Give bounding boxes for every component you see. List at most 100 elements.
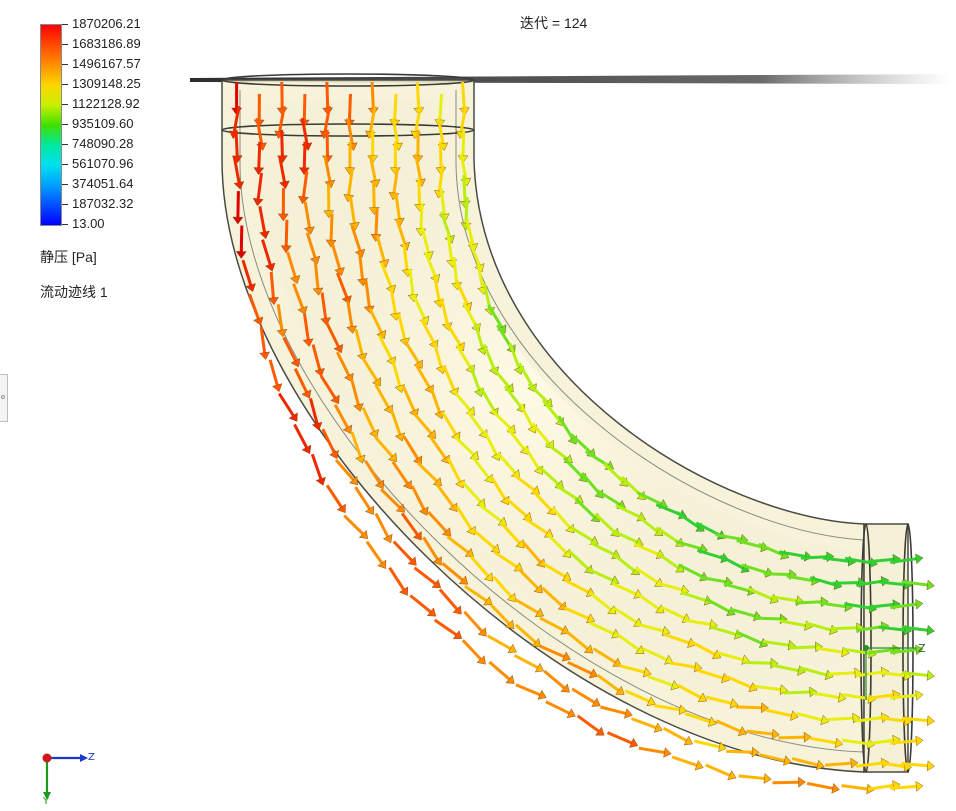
flow-arrow-shaft xyxy=(726,751,752,752)
flow-arrow-shaft xyxy=(421,203,422,229)
panel-collapse-handle[interactable] xyxy=(0,374,8,422)
legend-level-label: 561070.96 xyxy=(72,157,133,171)
legend-tick xyxy=(62,164,68,165)
flow-arrow-shaft xyxy=(825,763,851,765)
flow-arrow-shaft xyxy=(833,583,859,584)
flow-arrow-shaft xyxy=(515,655,538,667)
flow-arrow-shaft xyxy=(829,673,855,674)
flow-arrow-head xyxy=(832,783,840,793)
flow-arrow-head xyxy=(927,671,935,681)
flow-arrow-shaft xyxy=(790,647,816,648)
legend-tick xyxy=(62,64,68,65)
legend-level-label: 748090.28 xyxy=(72,137,133,151)
flow-arrow-shaft xyxy=(464,612,481,631)
flow-arrow-shaft xyxy=(376,513,388,536)
flow-arrow-shaft xyxy=(706,765,730,775)
triad-z-label: Z xyxy=(88,752,95,763)
flow-arrow-shaft xyxy=(395,94,396,120)
flow-arrow-head xyxy=(916,599,924,609)
flow-arrow-head xyxy=(927,716,934,726)
flow-arrow-head xyxy=(272,384,282,392)
flow-arrow-shaft xyxy=(374,182,375,208)
flow-arrow-shaft xyxy=(795,602,821,603)
flow-arrow-shaft xyxy=(632,719,656,728)
flow-arrow-head xyxy=(927,625,935,635)
legend-tick xyxy=(62,24,68,25)
flow-arrow-shaft xyxy=(463,82,465,108)
legend-tick xyxy=(62,204,68,205)
flow-arrow-head xyxy=(798,777,805,787)
flow-arrow-shaft xyxy=(463,640,481,659)
model-triad-z-label: Z xyxy=(918,642,926,655)
handle-dot-icon xyxy=(1,395,5,399)
flow-arrow-shaft xyxy=(327,82,328,108)
flow-arrow-shaft xyxy=(601,707,626,713)
flow-arrow-shaft xyxy=(304,142,305,168)
legend-level-label: 1683186.89 xyxy=(72,37,141,51)
flow-arrow-shaft xyxy=(344,516,363,534)
legend-tick xyxy=(62,144,68,145)
flow-arrow-shaft xyxy=(417,82,419,108)
legend-level-label: 1122128.92 xyxy=(72,97,140,111)
view-orientation-triad[interactable]: Z Y xyxy=(28,744,98,806)
flow-arrow-shaft xyxy=(827,718,853,720)
flow-arrow-shaft xyxy=(241,226,242,252)
flow-arrow-shaft xyxy=(754,618,780,619)
plot-name: 流动迹线 1 xyxy=(40,282,108,302)
flow-arrow-shaft xyxy=(608,733,632,743)
flow-arrow-head xyxy=(916,781,923,791)
legend-level-label: 374051.64 xyxy=(72,177,133,191)
iteration-label: 迭代 = 124 xyxy=(520,13,587,33)
legend-level-label: 1309148.25 xyxy=(72,77,141,91)
flow-arrow-shaft xyxy=(890,786,916,788)
flow-arrow-shaft xyxy=(236,130,237,156)
flow-arrow-shaft xyxy=(466,197,467,223)
triad-y-label: Y xyxy=(43,796,49,807)
flow-arrow-head xyxy=(664,748,672,758)
legend-level-label: 1870206.21 xyxy=(72,17,141,31)
flow-arrow-shaft xyxy=(464,175,465,201)
legend-level-label: 935109.60 xyxy=(72,117,133,131)
flow-arrow-shaft xyxy=(672,757,697,765)
flow-arrow-shaft xyxy=(390,568,404,590)
legend-tick xyxy=(62,84,68,85)
legend-level-label: 13.00 xyxy=(72,217,105,231)
flow-arrow-shaft xyxy=(784,692,810,693)
flow-arrow-shaft xyxy=(327,485,341,507)
flow-arrow-shaft xyxy=(516,685,540,695)
legend-tick xyxy=(62,184,68,185)
legend-level-label: 187032.32 xyxy=(72,197,133,211)
legend-tick xyxy=(62,44,68,45)
flow-arrow-shaft xyxy=(578,716,599,731)
flow-arrow-shaft xyxy=(372,82,373,108)
flow-arrow-shaft xyxy=(842,786,868,789)
flow-arrow-shaft xyxy=(773,782,799,783)
flow-arrow-shaft xyxy=(410,596,430,612)
flow-arrow-shaft xyxy=(304,94,305,120)
flow-arrow-shaft xyxy=(279,394,293,416)
flow-arrow-shaft xyxy=(739,776,765,779)
flow-arrow-head xyxy=(915,554,923,564)
flow-arrow-shaft xyxy=(440,94,442,120)
legend-tick xyxy=(62,124,68,125)
flow-arrow-shaft xyxy=(259,142,260,168)
legend-tick xyxy=(62,224,68,225)
flow-arrow-head xyxy=(916,690,924,700)
flow-arrow-shaft xyxy=(488,636,511,649)
flow-arrow-shaft xyxy=(238,191,239,217)
flow-arrow-shaft xyxy=(489,662,509,679)
flow-arrow-head xyxy=(927,761,934,771)
flow-arrow-shaft xyxy=(764,574,790,575)
legend-level-label: 1496167.57 xyxy=(72,57,141,71)
flow-arrow-shaft xyxy=(270,360,277,385)
flow-arrow-shaft xyxy=(463,130,464,156)
legend-tick xyxy=(62,104,68,105)
flow-arrow-shaft xyxy=(367,542,382,563)
flow-arrow-shaft xyxy=(331,214,332,240)
flow-arrow-shaft xyxy=(415,568,436,584)
legend-title: 静压 [Pa] xyxy=(40,247,97,267)
flow-arrow-shaft xyxy=(282,130,283,156)
legend-color-bar xyxy=(40,24,62,226)
flow-arrow-shaft xyxy=(572,689,594,702)
